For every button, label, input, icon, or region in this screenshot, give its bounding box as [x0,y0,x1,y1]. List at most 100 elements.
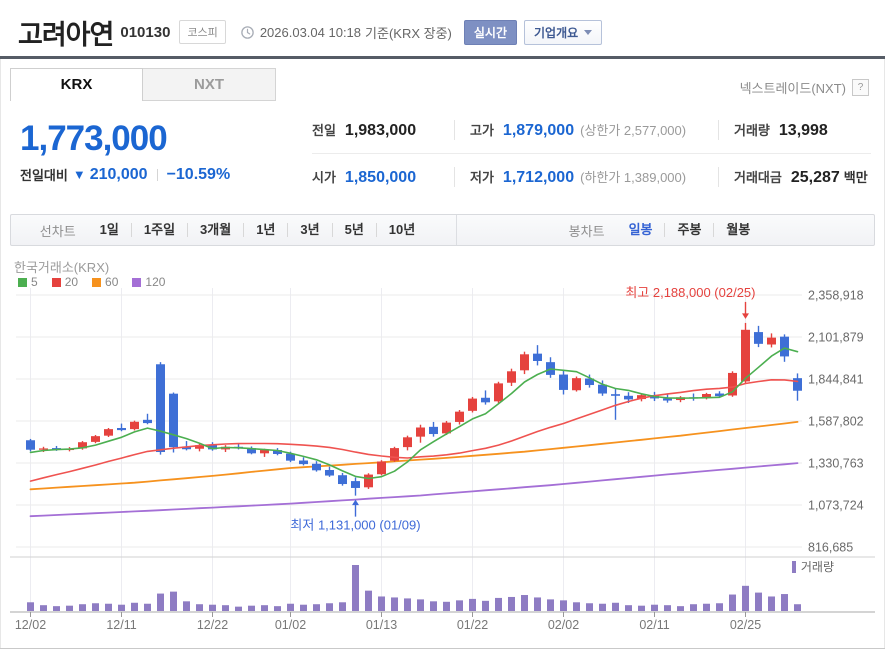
market-badge: 코스피 [179,20,226,44]
prev-close-stat: 전일 1,983,000 [312,120,442,140]
price-basis: 기준(KRX 장중) [365,25,452,41]
change-label: 전일대비 [20,168,68,183]
market-tabs: KRX NXT [10,68,276,101]
svg-text:1,844,841: 1,844,841 [808,372,864,386]
ma-legend: 5 20 60 120 [18,275,165,289]
volume-label: 거래량 [734,122,770,138]
svg-text:01/22: 01/22 [457,618,488,632]
help-icon[interactable]: ? [852,79,869,96]
trading-value-value: 25,287 [790,169,840,186]
line-range-item[interactable]: 5년 [331,223,376,237]
svg-text:1,073,724: 1,073,724 [808,498,864,512]
clock-icon [240,25,255,40]
stock-chart: 2,358,918 2,101,879 1,844,841 1,587,802 1,33… [10,285,875,633]
datetime: 2026.03.04 10:18 [259,24,362,40]
header: 고려아연 010130 코스피 2026.03.04 10:18 기준(KRX … [18,14,873,50]
axis-labels: 2,358,918 2,101,879 1,844,841 1,587,802 1,33… [15,289,864,633]
line-range-item[interactable]: 1년 [243,223,287,237]
down-arrow-icon: ▼ [72,167,86,182]
tab-nxt[interactable]: NXT [143,68,276,101]
volume-legend-label: 거래량 [800,560,834,574]
line-range-group: 1일 1주일 3개월 1년 3년 5년 10년 [88,221,428,239]
divider [156,168,158,181]
chevron-down-icon [584,29,593,35]
line-chart-label: 선차트 [39,223,76,239]
change-value: 210,000 [89,165,148,183]
line-range-item[interactable]: 10년 [375,223,427,237]
realtime-button[interactable]: 실시간 [463,19,517,45]
stats-row-2: 시가 1,850,000 저가 1,712,000 (하한가 1,389,000… [312,153,871,200]
candle-chart-label: 봉차트 [568,223,605,239]
svg-text:최저 1,131,000 (01/09): 최저 1,131,000 (01/09) [290,518,420,533]
svg-text:최고 2,188,000 (02/25): 최고 2,188,000 (02/25) [625,285,755,300]
annotations: 최고 2,188,000 (02/25) 최저 1,131,000 (01/09) [290,285,755,533]
stats-table: 전일 1,983,000 고가 1,879,000 (상한가 2,577,000… [312,106,871,200]
ma-legend-item: 120 [132,275,165,289]
trading-value-stat: 거래대금 25,287 백만 [718,167,871,187]
low-value: 1,712,000 [502,169,575,186]
stock-name: 고려아연 [18,19,114,50]
line-range-item[interactable]: 3년 [287,223,331,237]
open-label: 시가 [312,170,336,185]
page-bottom-border [0,648,885,649]
svg-text:01/02: 01/02 [275,618,306,632]
company-overview-label: 기업개요 [534,25,579,40]
candle-range-item[interactable]: 주봉 [664,223,713,237]
change-percent: −10.59% [166,165,231,183]
low-stat: 저가 1,712,000 (하한가 1,389,000) [454,167,706,187]
low-label: 저가 [470,170,494,185]
trading-value-label: 거래대금 [734,170,782,185]
candle-range-group: 일봉 주봉 월봉 [617,221,763,239]
prev-close-value: 1,983,000 [344,121,417,139]
candle-range-item[interactable]: 일봉 [628,222,653,237]
header-divider [0,56,885,59]
company-overview-button[interactable]: 기업개요 [524,19,603,45]
stock-code: 010130 [120,23,171,41]
svg-text:816,685: 816,685 [808,541,853,555]
nextrade-link[interactable]: 넥스트레이드(NXT) [739,81,846,96]
svg-text:2,358,918: 2,358,918 [808,289,864,303]
lower-limit: (하한가 1,389,000) [580,170,687,185]
ma-legend-item: 5 [18,275,38,289]
chart-source-label: 한국거래소(KRX) [14,260,110,275]
svg-text:12/11: 12/11 [106,618,136,632]
tab-krx[interactable]: KRX [10,68,143,101]
open-stat: 시가 1,850,000 [312,167,442,187]
ma-legend-item: 60 [92,275,118,289]
svg-text:2,101,879: 2,101,879 [808,331,864,345]
svg-text:01/13: 01/13 [366,618,397,632]
prev-close-label: 전일 [312,122,336,138]
svg-text:12/22: 12/22 [197,618,228,632]
grid-layer [10,288,875,613]
volume-bars [27,565,801,611]
volume-legend: 거래량 [791,558,834,575]
line-range-item[interactable]: 1주일 [130,223,187,237]
line-range-item[interactable]: 3개월 [187,223,243,237]
chart-area: 2,358,918 2,101,879 1,844,841 1,587,802 1,33… [0,252,885,648]
svg-text:1,330,763: 1,330,763 [808,456,864,470]
price-change-row: 전일대비 ▼ 210,000 −10.59% [20,165,230,184]
candle-range-item[interactable]: 월봉 [713,223,762,237]
trading-value-unit: 백만 [843,170,868,185]
volume-legend-swatch [791,560,796,573]
volume-value: 13,998 [778,121,828,139]
line-chart-controls: 선차트 1일 1주일 3개월 1년 3년 5년 10년 [11,215,457,245]
page-left-border [0,59,1,648]
line-range-item[interactable]: 1일 [99,222,119,237]
high-label: 고가 [470,122,494,138]
current-price: 1,773,000 [20,119,168,158]
high-value: 1,879,000 [502,121,575,139]
ma-lines-fast [29,347,799,482]
candle-chart-controls: 봉차트 일봉 주봉 월봉 [457,215,874,245]
price-block: 1,773,000 전일대비 ▼ 210,000 −10.59% [20,120,230,184]
upper-limit: (상한가 2,577,000) [580,122,687,138]
svg-text:12/02: 12/02 [15,618,46,632]
high-stat: 고가 1,879,000 (상한가 2,577,000) [454,119,706,140]
chart-period-toolbar: 선차트 1일 1주일 3개월 1년 3년 5년 10년 봉차트 일봉 주봉 월봉 [10,214,875,246]
nextrade-area: 넥스트레이드(NXT) ? [740,78,869,97]
svg-text:1,587,802: 1,587,802 [808,414,864,428]
open-value: 1,850,000 [344,169,417,186]
svg-text:02/11: 02/11 [639,618,669,632]
svg-text:02/25: 02/25 [730,618,761,632]
